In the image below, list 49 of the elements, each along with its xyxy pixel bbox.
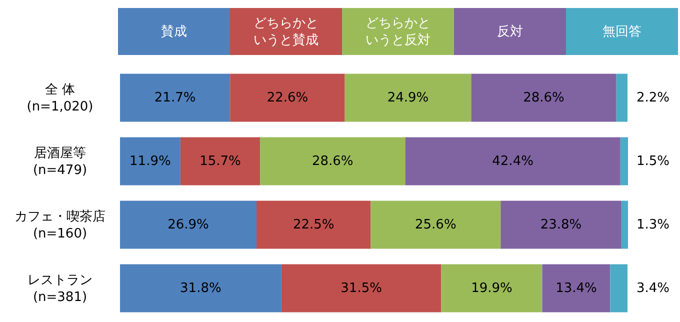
data-label: 42.4% [492, 154, 534, 169]
data-label: 22.6% [266, 90, 308, 106]
data-label: 1.3% [636, 217, 670, 232]
bar [616, 74, 628, 122]
data-label: 1.5% [636, 154, 670, 169]
data-label: 13.4% [556, 280, 597, 296]
bar [260, 137, 406, 186]
bar [471, 74, 616, 122]
text: どちらかというと賛成 [254, 16, 318, 48]
y-tick-label: 居酒屋等 (n=479) [32, 145, 88, 178]
bar [120, 200, 257, 249]
bar [281, 264, 442, 312]
data-label: 23.8% [540, 217, 582, 232]
bar [256, 200, 371, 249]
data-label: 25.6% [415, 217, 456, 232]
data-label: 21.7% [154, 90, 196, 106]
bar [180, 137, 260, 186]
bar [610, 264, 628, 312]
data-label: 24.9% [387, 90, 429, 106]
data-label: 19.9% [471, 280, 512, 296]
y-tick-label: レストラン (n=381) [28, 272, 92, 304]
data-label: 2.2% [636, 90, 670, 106]
text: 賛成 [161, 24, 187, 39]
data-label: 28.6% [312, 154, 354, 169]
bar [230, 74, 345, 122]
y-tick-label: カフェ・喫茶店 (n=160) [14, 208, 106, 241]
data-label: 31.5% [340, 280, 382, 296]
bar [500, 200, 622, 249]
data-label: 15.7% [200, 154, 241, 169]
bar [621, 200, 628, 249]
data-label: 22.5% [292, 217, 334, 232]
text: 反対 [497, 23, 523, 39]
data-label: 26.9% [168, 217, 209, 232]
text: どちらかというと反対 [366, 16, 430, 48]
data-label: 28.6% [523, 90, 564, 106]
bar [542, 264, 610, 312]
y-tick-label: 全 体 (n=1,020) [26, 82, 94, 114]
bar [405, 137, 620, 186]
data-label: 3.4% [636, 280, 670, 296]
bar [620, 137, 628, 186]
bar [441, 264, 542, 312]
text: 無回答 [602, 24, 642, 39]
bar [344, 74, 472, 122]
bar [370, 200, 501, 249]
bar [120, 264, 282, 312]
data-label: 31.8% [180, 280, 222, 296]
data-label: 11.9% [130, 154, 171, 169]
bar [120, 137, 180, 186]
bar [120, 74, 230, 122]
